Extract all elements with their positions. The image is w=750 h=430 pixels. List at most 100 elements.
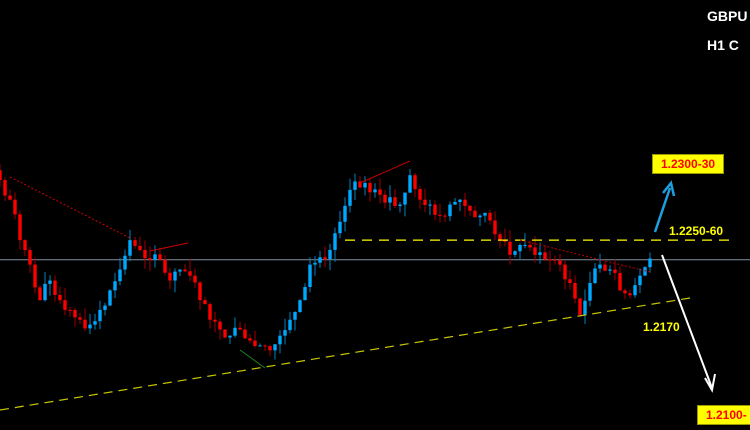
candle-body xyxy=(128,240,132,256)
candle-body xyxy=(293,312,297,320)
support-trendline xyxy=(0,297,691,411)
candle-body xyxy=(143,249,147,259)
candle-body xyxy=(158,254,162,260)
candle-body xyxy=(438,214,442,216)
down-arrow-head-icon xyxy=(704,373,716,393)
candle-body xyxy=(528,244,532,248)
candle-body xyxy=(298,300,302,313)
candle-body xyxy=(303,286,307,301)
candle-body xyxy=(633,285,637,296)
candle-body xyxy=(258,345,262,347)
candle-body xyxy=(518,245,522,252)
candle-body xyxy=(403,192,407,205)
candle-body xyxy=(13,199,17,215)
resistance-label: 1.2250-60 xyxy=(669,224,724,238)
candle-body xyxy=(118,269,122,282)
up-arrow-head-icon xyxy=(662,180,676,197)
candle-body xyxy=(273,344,277,351)
candle-body xyxy=(318,257,322,263)
candle-body xyxy=(123,255,127,270)
candle-body xyxy=(448,204,452,217)
candle-body xyxy=(423,199,427,205)
candle-body xyxy=(568,279,572,283)
candle-body xyxy=(523,244,527,246)
candle-body xyxy=(493,220,497,235)
candle-body xyxy=(233,327,237,336)
candle-body xyxy=(63,300,67,310)
symbol-title: GBPU xyxy=(707,8,748,24)
candle-body xyxy=(383,194,387,203)
candle-body xyxy=(193,275,197,283)
candle-body xyxy=(393,197,397,206)
candle-body xyxy=(263,345,267,347)
candle-body xyxy=(563,264,567,280)
candle-body xyxy=(183,269,187,272)
candle-body xyxy=(503,240,507,242)
candle-body xyxy=(328,249,332,260)
candle-body xyxy=(3,180,7,196)
candle-body xyxy=(373,189,377,193)
candle-body xyxy=(458,199,462,202)
candle-body xyxy=(198,282,202,301)
candle-body xyxy=(453,201,457,205)
green-line xyxy=(239,349,266,369)
candle-body xyxy=(613,269,617,273)
red-trendline-2 xyxy=(149,242,189,252)
candle-body xyxy=(433,204,437,215)
candle-body xyxy=(278,335,282,345)
candle-body xyxy=(583,300,587,315)
candle-body xyxy=(628,293,632,296)
candle-body xyxy=(388,197,392,203)
candle-body xyxy=(8,195,12,200)
candle-body xyxy=(338,221,342,234)
candle-body xyxy=(408,175,412,193)
candle-body xyxy=(48,280,52,284)
candle-body xyxy=(313,262,317,265)
candle-body xyxy=(253,340,257,347)
candle-body xyxy=(368,182,372,193)
target-up-label: 1.2300-30 xyxy=(652,154,725,174)
candle-body xyxy=(428,204,432,206)
candle-body xyxy=(643,267,647,276)
candle-body xyxy=(443,215,447,217)
candle-body xyxy=(488,212,492,221)
candle-body xyxy=(38,287,42,301)
candle-body xyxy=(33,264,37,288)
candle-body xyxy=(148,258,152,260)
candle-body xyxy=(543,252,547,260)
candle-body xyxy=(603,264,607,271)
candle-body xyxy=(618,272,622,291)
candle-body xyxy=(308,264,312,287)
red-trendline-1 xyxy=(9,176,131,239)
candle-body xyxy=(163,259,167,273)
candle-body xyxy=(43,283,47,301)
candle-body xyxy=(203,300,207,305)
candle-body xyxy=(508,241,512,255)
candle-body xyxy=(573,282,577,299)
candle-body xyxy=(58,294,62,301)
candle-body xyxy=(138,245,142,250)
candle-body xyxy=(108,290,112,306)
candle-body xyxy=(463,199,467,206)
candle-body xyxy=(648,258,652,268)
candle-body xyxy=(283,330,287,336)
candle-body xyxy=(413,175,417,190)
candle-body xyxy=(418,189,422,200)
candle-body xyxy=(548,259,552,261)
candle-body xyxy=(208,304,212,320)
candle-body xyxy=(358,181,362,188)
candle-body xyxy=(88,324,92,329)
candle-body xyxy=(558,260,562,265)
candle-body xyxy=(533,247,537,255)
candle-body xyxy=(608,269,612,271)
red-trendline-3 xyxy=(359,160,411,184)
candle-body xyxy=(553,259,557,261)
candle-body xyxy=(173,271,177,281)
candle-body xyxy=(363,182,367,188)
candle-body xyxy=(598,264,602,269)
candle-body xyxy=(238,327,242,330)
candle-body xyxy=(18,214,22,241)
candle-body xyxy=(398,204,402,206)
